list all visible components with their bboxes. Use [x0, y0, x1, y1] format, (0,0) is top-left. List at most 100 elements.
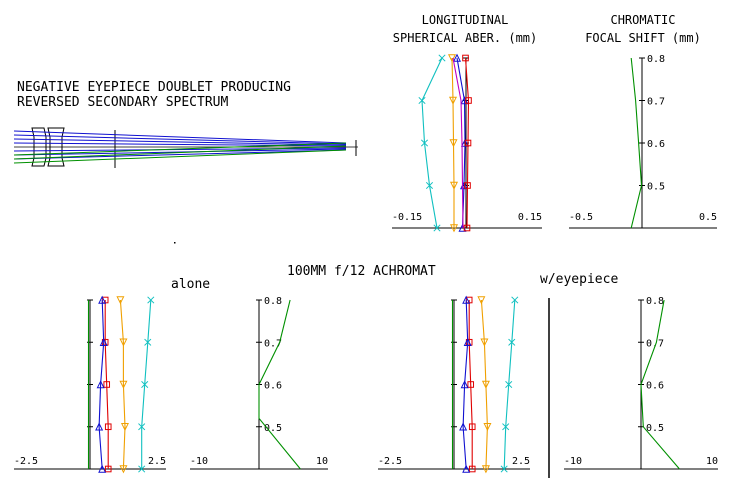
data-point-x	[138, 423, 146, 431]
series-line	[480, 299, 488, 470]
blue-ray	[13, 134, 347, 145]
lens-element-1	[31, 127, 47, 167]
plots-layer: -0.15 0.15 -0.5 0.5 0.8 0.7 0.6 0.5 -2.5 2.5 -10 10…	[14, 53, 718, 474]
data-point-triangle-down	[448, 96, 458, 105]
data-point-triangle-down	[119, 380, 128, 389]
series-line	[462, 299, 469, 470]
data-point-triangle-down	[120, 423, 129, 432]
alone-label: alone	[171, 277, 210, 292]
y-tick-label: 0.6	[646, 381, 664, 392]
data-point-triangle-down	[119, 465, 128, 474]
x-tick-label: -10	[190, 456, 208, 467]
x-tick-label: 2.5	[512, 456, 530, 467]
data-point-square	[468, 465, 476, 473]
achromat-title: 100MM f/12 ACHROMAT	[287, 264, 436, 279]
series-line	[119, 299, 126, 470]
data-point-x	[500, 465, 508, 473]
data-point-triangle-down	[483, 423, 492, 432]
blue-ray	[13, 149, 347, 160]
x-tick-label: 2.5	[148, 456, 166, 467]
x-tick-label: 0.15	[518, 212, 542, 223]
x-tick-label: -2.5	[378, 456, 402, 467]
data-point-x	[511, 296, 519, 304]
y-tick-label: 0.7	[264, 338, 282, 349]
y-tick-label: 0.6	[647, 139, 665, 150]
stray-dot	[174, 242, 176, 244]
y-tick-label: 0.7	[646, 338, 664, 349]
y-tick-label: 0.8	[646, 296, 664, 307]
x-tick-label: -0.5	[569, 212, 593, 223]
data-point-square	[104, 423, 112, 431]
cfs-header-line1: CHROMATIC	[610, 13, 675, 27]
data-point-square	[103, 381, 111, 388]
data-point-x	[138, 465, 146, 473]
data-point-triangle-down	[116, 296, 125, 305]
data-point-triangle-down	[447, 54, 457, 63]
cfs-header-line2: FOCAL SHIFT (mm)	[585, 31, 701, 45]
series-line	[258, 299, 301, 470]
green-ray	[13, 145, 347, 160]
figure-title-line1: NEGATIVE EYEPIECE DOUBLET PRODUCING	[17, 80, 291, 95]
data-point-square	[464, 139, 472, 147]
data-point-triangle	[96, 380, 105, 389]
series-line	[468, 300, 473, 469]
y-tick-label: 0.8	[647, 54, 665, 65]
series-line	[104, 300, 109, 469]
data-point-x	[508, 338, 516, 346]
data-point-triangle-down	[480, 338, 489, 347]
series-line	[452, 57, 464, 229]
data-point-triangle	[460, 380, 469, 389]
data-point-triangle-down	[449, 224, 459, 233]
data-point-triangle	[459, 422, 468, 431]
blue-ray	[13, 138, 347, 146]
series-line	[451, 57, 455, 228]
data-point-triangle-down	[477, 296, 486, 305]
sa-header-line1: LONGITUDINAL	[422, 13, 509, 27]
y-tick-label: 0.6	[264, 381, 282, 392]
data-point-triangle-down	[449, 181, 459, 190]
figure-title-line2: REVERSED SECONDARY SPECTRUM	[17, 95, 228, 110]
x-tick-label: -2.5	[14, 456, 38, 467]
data-point-triangle-down	[119, 338, 128, 347]
data-point-triangle-down	[449, 139, 458, 148]
data-point-x	[505, 380, 513, 389]
data-point-square	[462, 54, 469, 62]
with-eyepiece-label: w/eyepiece	[540, 272, 618, 287]
y-tick-label: 0.7	[647, 97, 665, 108]
y-tick-label: 0.5	[646, 423, 664, 434]
data-point-x	[433, 224, 441, 232]
y-tick-label: 0.5	[264, 423, 282, 434]
x-tick-label: -10	[564, 456, 582, 467]
data-point-x	[438, 54, 446, 62]
data-point-square	[464, 182, 471, 189]
x-tick-label: 10	[316, 456, 328, 467]
data-point-triangle-down	[481, 380, 490, 389]
data-point-triangle	[463, 337, 472, 346]
data-point-square	[465, 97, 472, 104]
data-point-x	[141, 380, 149, 389]
series-line	[464, 57, 470, 229]
series-line	[630, 57, 643, 229]
blue-ray	[13, 130, 347, 144]
data-point-x	[147, 296, 155, 304]
green-ray	[13, 142, 347, 156]
x-tick-label: -0.15	[392, 212, 422, 223]
data-point-triangle	[462, 464, 471, 473]
y-tick-label: 0.5	[647, 182, 665, 193]
green-ray	[13, 149, 347, 164]
green-ray-bundle	[13, 142, 347, 164]
data-point-triangle	[99, 337, 108, 346]
data-point-triangle	[98, 464, 107, 473]
data-point-square	[104, 465, 112, 473]
sa-header-line2: SPHERICAL ABER. (mm)	[393, 31, 538, 45]
data-point-x	[420, 139, 429, 147]
series-line	[141, 299, 152, 469]
data-point-x	[502, 423, 510, 431]
data-point-square	[467, 381, 475, 388]
series-line	[98, 299, 105, 470]
data-point-square	[463, 224, 471, 232]
data-point-triangle	[98, 295, 107, 304]
lens-element-2	[47, 127, 65, 167]
data-point-square	[468, 423, 476, 431]
